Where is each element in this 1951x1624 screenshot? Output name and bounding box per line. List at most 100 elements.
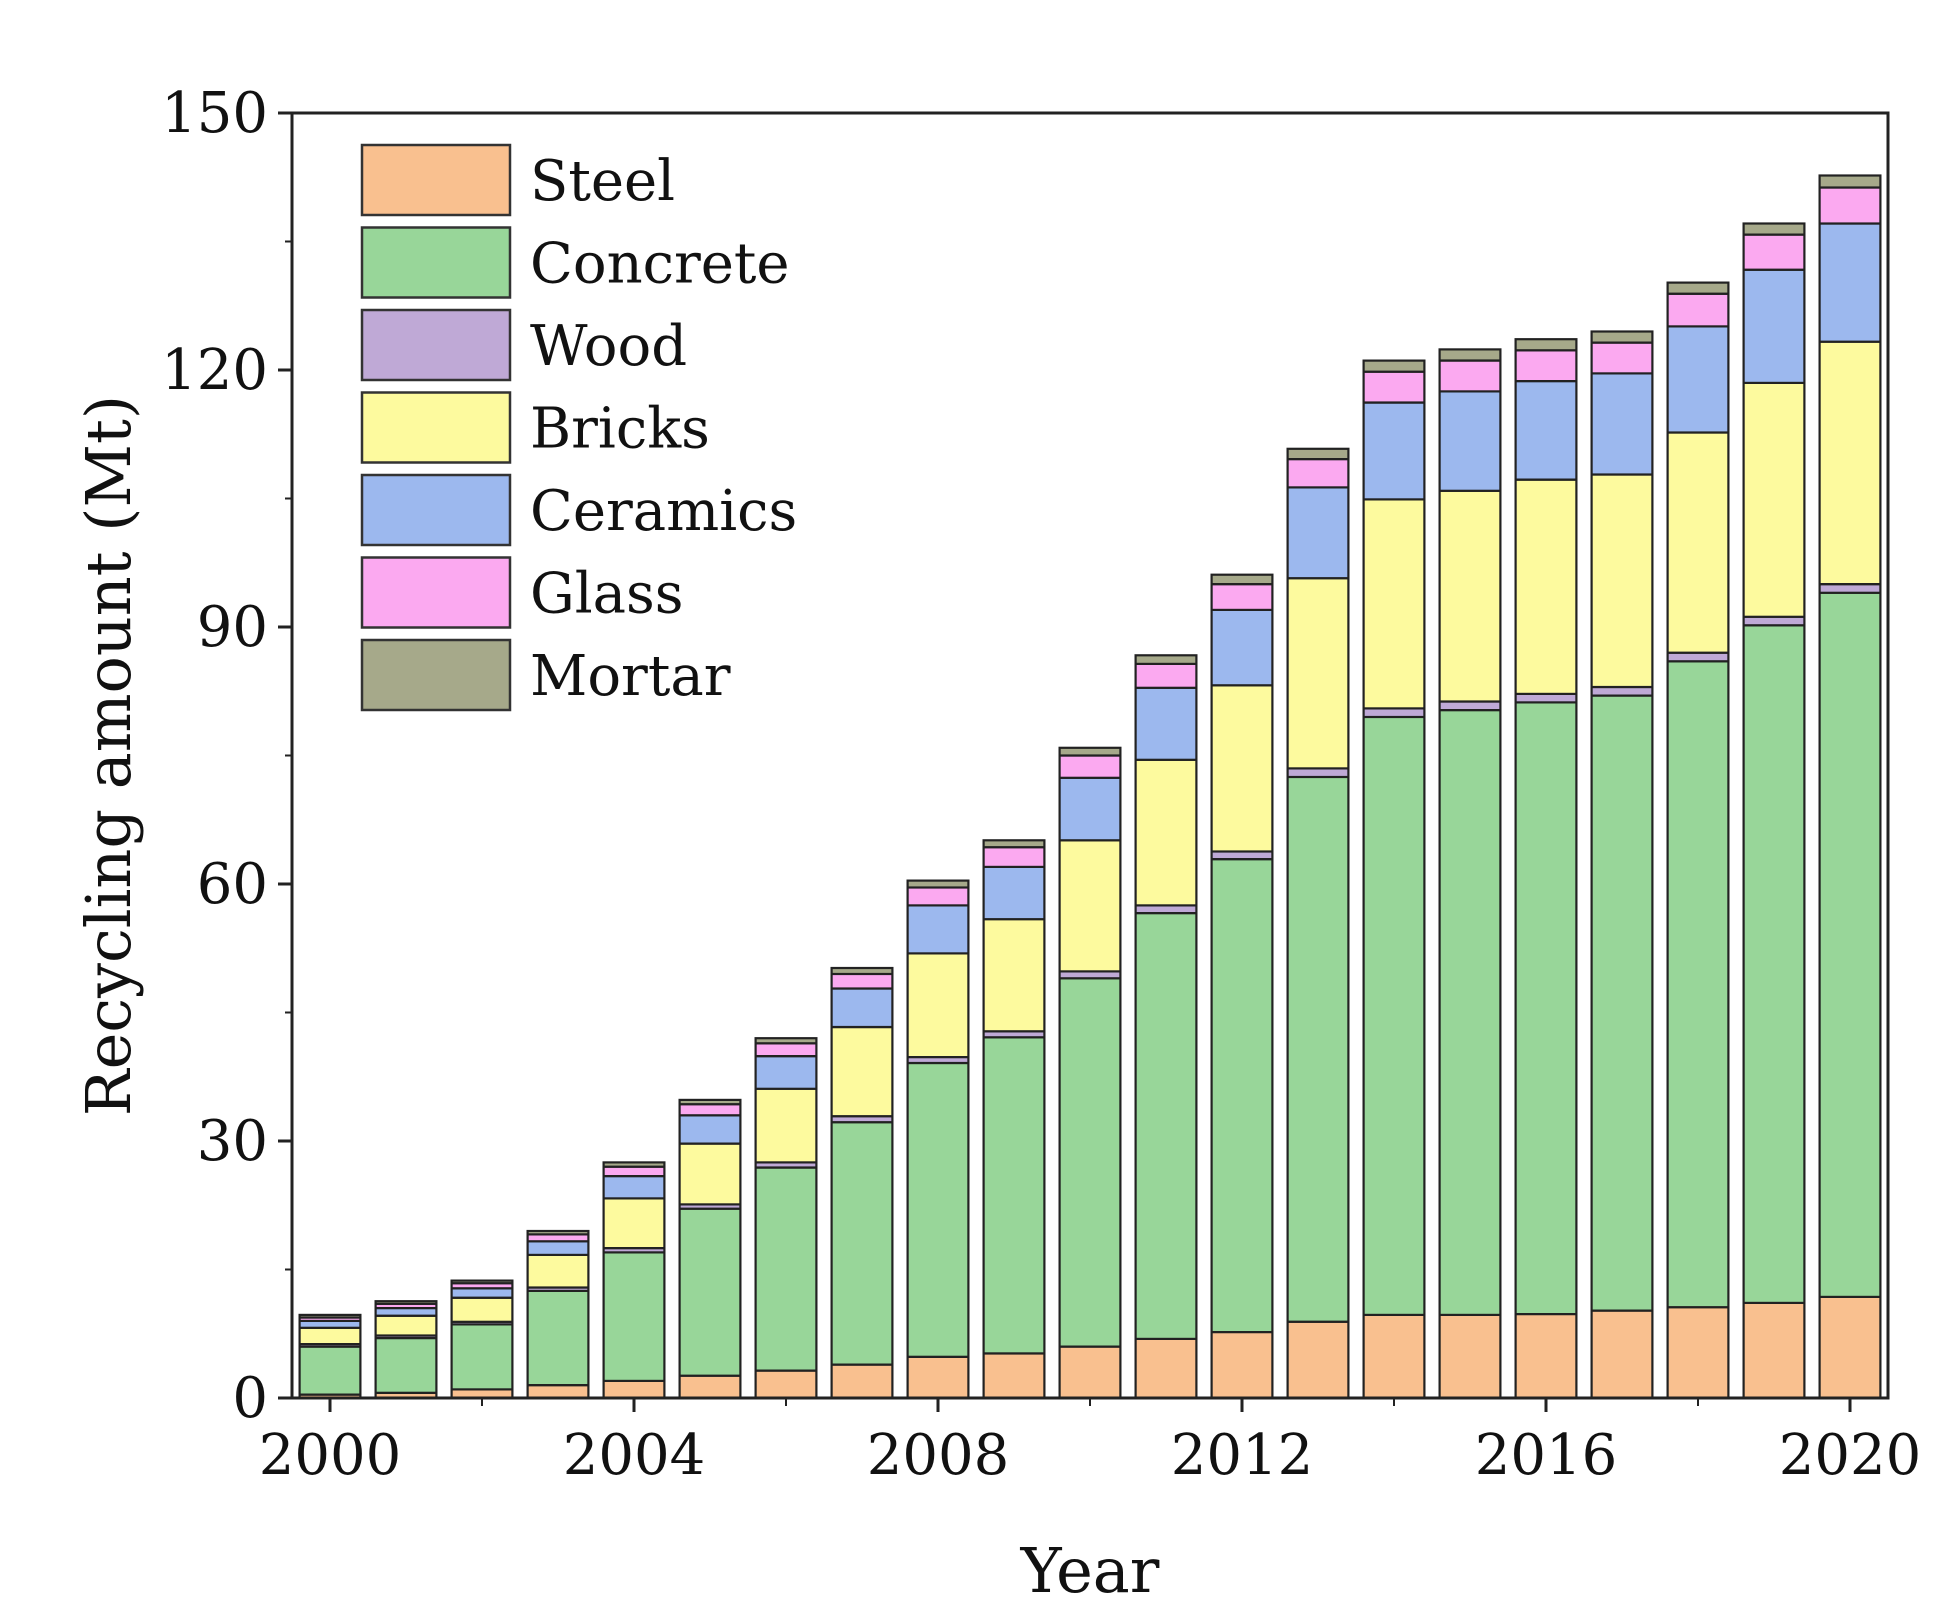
bar-ceramics-2013 <box>1286 486 1350 580</box>
bar-mortar-2009 <box>982 839 1046 849</box>
bar-bricks-2001 <box>374 1314 438 1337</box>
legend-label-glass: Glass <box>530 562 684 627</box>
legend-swatch-wood <box>360 308 512 382</box>
bar-concrete-2002 <box>450 1323 514 1391</box>
bar-ceramics-2009 <box>982 865 1046 921</box>
bar-bricks-2010 <box>1058 839 1122 973</box>
bar-bricks-2005 <box>678 1142 742 1206</box>
bar-glass-2004 <box>602 1165 666 1178</box>
bar-mortar-2004 <box>602 1161 666 1168</box>
bar-glass-2019 <box>1742 233 1806 271</box>
bar-steel-2003 <box>526 1384 590 1400</box>
bar-concrete-2014 <box>1362 715 1426 1317</box>
bar-glass-2005 <box>678 1103 742 1117</box>
bar-wood-2014 <box>1362 707 1426 719</box>
bar-bricks-2011 <box>1134 758 1198 907</box>
bar-concrete-2001 <box>374 1336 438 1394</box>
bar-concrete-2016 <box>1514 701 1578 1316</box>
legend-swatch-mortar <box>360 638 512 712</box>
bar-concrete-2000 <box>298 1345 362 1396</box>
bar-steel-2018 <box>1666 1306 1730 1400</box>
y-tick-label: 150 <box>161 81 268 146</box>
bar-steel-2015 <box>1438 1313 1502 1400</box>
legend-swatch-steel <box>360 143 512 217</box>
bar-steel-2013 <box>1286 1320 1350 1400</box>
x-tick-label: 2016 <box>1475 1423 1618 1488</box>
bar-concrete-2003 <box>526 1289 590 1387</box>
x-axis-title: Year <box>1020 1534 1160 1607</box>
bar-concrete-2009 <box>982 1036 1046 1355</box>
bar-ceramics-2002 <box>450 1287 514 1299</box>
bar-bricks-2017 <box>1590 473 1654 689</box>
legend-swatch-ceramics <box>360 473 512 547</box>
bar-mortar-2005 <box>678 1098 742 1106</box>
bar-mortar-2012 <box>1210 573 1274 586</box>
legend-label-concrete: Concrete <box>530 232 790 297</box>
bar-mortar-2019 <box>1742 222 1806 236</box>
bar-concrete-2017 <box>1590 694 1654 1312</box>
bar-concrete-2011 <box>1134 911 1198 1340</box>
bar-glass-2020 <box>1818 186 1882 225</box>
bar-mortar-2020 <box>1818 174 1882 189</box>
bar-ceramics-2010 <box>1058 776 1122 842</box>
bar-concrete-2005 <box>678 1207 742 1377</box>
bar-ceramics-2005 <box>678 1114 742 1145</box>
y-tick-label: 90 <box>197 595 268 660</box>
legend-label-wood: Wood <box>530 314 687 379</box>
bar-wood-2018 <box>1666 651 1730 663</box>
bar-bricks-2004 <box>602 1197 666 1250</box>
bar-concrete-2010 <box>1058 977 1122 1348</box>
bar-steel-2005 <box>678 1374 742 1400</box>
bar-ceramics-2007 <box>830 987 894 1029</box>
x-tick-label: 2020 <box>1779 1423 1922 1488</box>
bar-mortar-2016 <box>1514 338 1578 352</box>
bar-ceramics-2017 <box>1590 372 1654 476</box>
bar-mortar-2013 <box>1286 447 1350 461</box>
bar-glass-2013 <box>1286 458 1350 489</box>
bar-mortar-2011 <box>1134 654 1198 665</box>
bar-bricks-2018 <box>1666 431 1730 654</box>
bar-glass-2017 <box>1590 341 1654 375</box>
bar-steel-2008 <box>906 1355 970 1400</box>
bar-glass-2010 <box>1058 754 1122 779</box>
bar-ceramics-2015 <box>1438 390 1502 492</box>
bar-concrete-2004 <box>602 1251 666 1383</box>
y-tick-label: 0 <box>232 1366 268 1431</box>
bar-ceramics-2014 <box>1362 401 1426 501</box>
bar-steel-2020 <box>1818 1295 1882 1400</box>
y-tick-label: 60 <box>197 852 268 917</box>
bar-glass-2006 <box>754 1042 818 1058</box>
bar-glass-2011 <box>1134 662 1198 689</box>
bar-mortar-2003 <box>526 1229 590 1236</box>
bar-bricks-2020 <box>1818 340 1882 586</box>
x-tick-label: 2000 <box>259 1423 402 1488</box>
bar-bricks-2014 <box>1362 498 1426 710</box>
bar-wood-2020 <box>1818 583 1882 594</box>
bar-mortar-2006 <box>754 1037 818 1045</box>
bar-steel-2014 <box>1362 1313 1426 1400</box>
bar-concrete-2012 <box>1210 858 1274 1334</box>
bar-bricks-2002 <box>450 1296 514 1323</box>
bar-glass-2014 <box>1362 370 1426 404</box>
bar-mortar-2010 <box>1058 746 1122 757</box>
bar-steel-2004 <box>602 1379 666 1400</box>
legend-label-ceramics: Ceramics <box>530 479 797 544</box>
bar-ceramics-2018 <box>1666 325 1730 434</box>
bar-bricks-2015 <box>1438 489 1502 703</box>
bar-ceramics-2016 <box>1514 380 1578 481</box>
bar-mortar-2017 <box>1590 330 1654 344</box>
bars-group <box>298 174 1882 1400</box>
x-tick-label: 2004 <box>563 1423 706 1488</box>
bar-glass-2007 <box>830 972 894 990</box>
bar-mortar-2002 <box>450 1279 514 1285</box>
bar-mortar-2008 <box>906 879 970 889</box>
y-tick-label: 30 <box>197 1109 268 1174</box>
bar-glass-2009 <box>982 846 1046 869</box>
bar-glass-2018 <box>1666 292 1730 328</box>
bar-glass-2008 <box>906 886 970 907</box>
bar-mortar-2001 <box>374 1300 438 1305</box>
bar-wood-2017 <box>1590 685 1654 697</box>
bar-concrete-2008 <box>906 1061 970 1358</box>
ticks-group: 0 30 60 90 120 150 2000 2004 2008 2012 2016 2020 <box>161 81 1921 1488</box>
